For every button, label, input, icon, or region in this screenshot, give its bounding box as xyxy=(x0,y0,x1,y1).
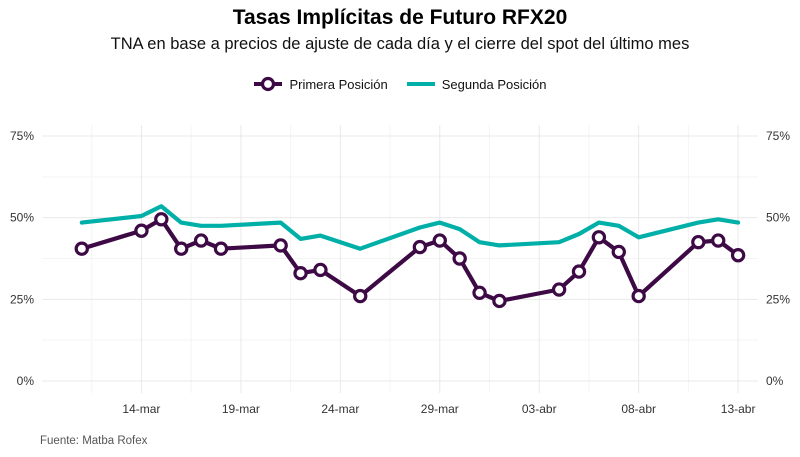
data-point xyxy=(134,223,149,238)
data-point xyxy=(273,238,288,253)
y-tick-label-right: 0% xyxy=(766,374,784,388)
data-point xyxy=(551,282,567,297)
x-tick-label: 13-abr xyxy=(721,402,756,416)
data-point xyxy=(711,233,726,248)
legend-label-primera: Primera Posición xyxy=(289,76,388,92)
data-point xyxy=(193,233,209,248)
legend-item-primera: Primera Posición xyxy=(253,76,388,92)
data-point xyxy=(730,248,746,263)
series-line-1 xyxy=(79,204,741,251)
x-tick-label: 24-mar xyxy=(321,402,359,416)
data-point xyxy=(154,212,169,227)
x-tick-label: 29-mar xyxy=(421,402,459,416)
x-tick-label: 03-abr xyxy=(522,402,557,416)
data-point xyxy=(452,251,467,266)
data-point xyxy=(631,288,646,304)
chart-legend: Primera Posición Segunda Posición xyxy=(0,76,800,92)
y-tick-label-right: 50% xyxy=(766,211,790,225)
x-tick-label: 19-mar xyxy=(222,402,260,416)
data-point xyxy=(213,241,229,256)
y-tick-label-left: 0% xyxy=(17,374,35,388)
data-point xyxy=(74,241,89,256)
y-tick-label-left: 75% xyxy=(10,129,34,143)
data-point xyxy=(432,233,447,248)
chart-caption: Fuente: Matba Rofex xyxy=(40,435,148,447)
chart-subtitle: TNA en base a precios de ajuste de cada … xyxy=(110,35,690,53)
data-point xyxy=(492,293,507,309)
data-point xyxy=(174,241,189,256)
legend-swatch-primera xyxy=(254,76,283,92)
x-tick-label: 14-mar xyxy=(122,402,160,416)
data-point xyxy=(571,264,587,279)
data-point xyxy=(412,239,428,255)
data-point xyxy=(472,285,487,300)
legend-item-segunda: Segunda Posición xyxy=(406,76,547,92)
y-tick-label-right: 25% xyxy=(766,292,790,306)
y-tick-label-left: 50% xyxy=(10,211,34,225)
data-point xyxy=(591,230,607,245)
y-tick-label-left: 25% xyxy=(10,292,34,306)
data-point xyxy=(293,266,308,281)
x-tick-label: 08-abr xyxy=(621,402,656,416)
chart-title: Tasas Implícitas de Futuro RFX20 xyxy=(232,6,568,29)
data-point xyxy=(353,288,368,304)
data-point xyxy=(313,262,328,278)
legend-swatch-segunda xyxy=(406,82,435,86)
data-point xyxy=(611,244,626,260)
data-point xyxy=(691,234,706,250)
y-tick-label-right: 75% xyxy=(766,129,790,143)
legend-label-segunda: Segunda Posición xyxy=(441,76,547,92)
